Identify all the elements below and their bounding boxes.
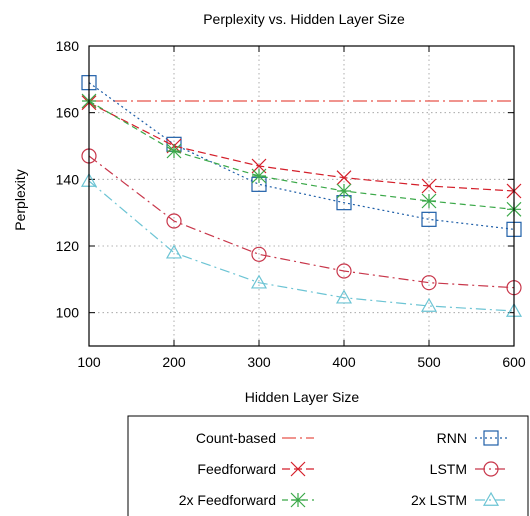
- data-point: [250, 274, 268, 289]
- legend-box: [127, 415, 529, 516]
- legend-label: Feedforward: [197, 461, 276, 477]
- data-point: [421, 275, 437, 291]
- grid: [88, 45, 515, 346]
- legend-entry: Feedforward: [197, 461, 314, 477]
- data-point: [251, 246, 267, 262]
- data-point: [166, 143, 182, 159]
- x-tick-label: 500: [417, 354, 441, 370]
- data-point: [420, 297, 438, 312]
- data-point: [421, 178, 437, 194]
- legend-marker: [290, 461, 306, 477]
- legend-label: 2x LSTM: [411, 492, 467, 508]
- legend-marker: [483, 430, 499, 446]
- y-axis-label: Perplexity: [12, 169, 28, 230]
- series-group: [80, 75, 523, 317]
- legend-label: Count-based: [196, 430, 276, 446]
- data-point: [336, 263, 352, 279]
- data-point: [336, 183, 352, 199]
- x-tick-label: 600: [502, 354, 526, 370]
- data-point: [166, 213, 182, 229]
- series-line: [88, 155, 515, 289]
- x-tick-label: 400: [332, 354, 356, 370]
- series-line: [88, 102, 515, 192]
- y-tick-label: 140: [56, 171, 80, 187]
- legend-label: RNN: [437, 430, 467, 446]
- data-point: [421, 193, 437, 209]
- x-tick-label: 100: [77, 354, 101, 370]
- data-point: [335, 289, 353, 304]
- series-feedforward: [81, 95, 522, 199]
- y-tick-label: 180: [56, 38, 80, 54]
- series-line: [88, 100, 515, 210]
- legend-marker: [483, 461, 499, 477]
- y-tick-label: 160: [56, 105, 80, 121]
- data-point: [165, 244, 183, 259]
- legend-entry: 2x LSTM: [411, 491, 507, 508]
- plot-frame: [88, 45, 515, 347]
- axis-ticks: 100 120 140 160 180 100 200 300 400 500 600: [56, 38, 526, 370]
- legend-entry: LSTM: [430, 461, 507, 477]
- series-2x-lstm: [80, 172, 523, 317]
- x-tick-label: 200: [162, 354, 186, 370]
- y-tick-label: 120: [56, 238, 80, 254]
- data-point: [336, 170, 352, 186]
- legend-entry: Count-based: [196, 430, 314, 446]
- legend-marker: [290, 492, 306, 508]
- legend-label: 2x Feedforward: [179, 492, 276, 508]
- y-tick-label: 100: [56, 305, 80, 321]
- legend-marker: [482, 491, 500, 506]
- data-point: [251, 168, 267, 184]
- legend-entry: RNN: [437, 430, 507, 446]
- series-rnn: [81, 75, 522, 237]
- series-lstm: [81, 148, 522, 296]
- data-point: [421, 211, 437, 227]
- chart-title: Perplexity vs. Hidden Layer Size: [203, 11, 405, 27]
- series-line: [88, 82, 515, 230]
- legend: Count-based RNN Feedforward LSTM 2x Feedforw…: [127, 415, 529, 516]
- x-axis-label: Hidden Layer Size: [245, 389, 360, 405]
- series-line: [88, 180, 515, 312]
- x-tick-label: 300: [247, 354, 271, 370]
- legend-label: LSTM: [430, 461, 467, 477]
- legend-entry: 2x Feedforward: [179, 492, 314, 508]
